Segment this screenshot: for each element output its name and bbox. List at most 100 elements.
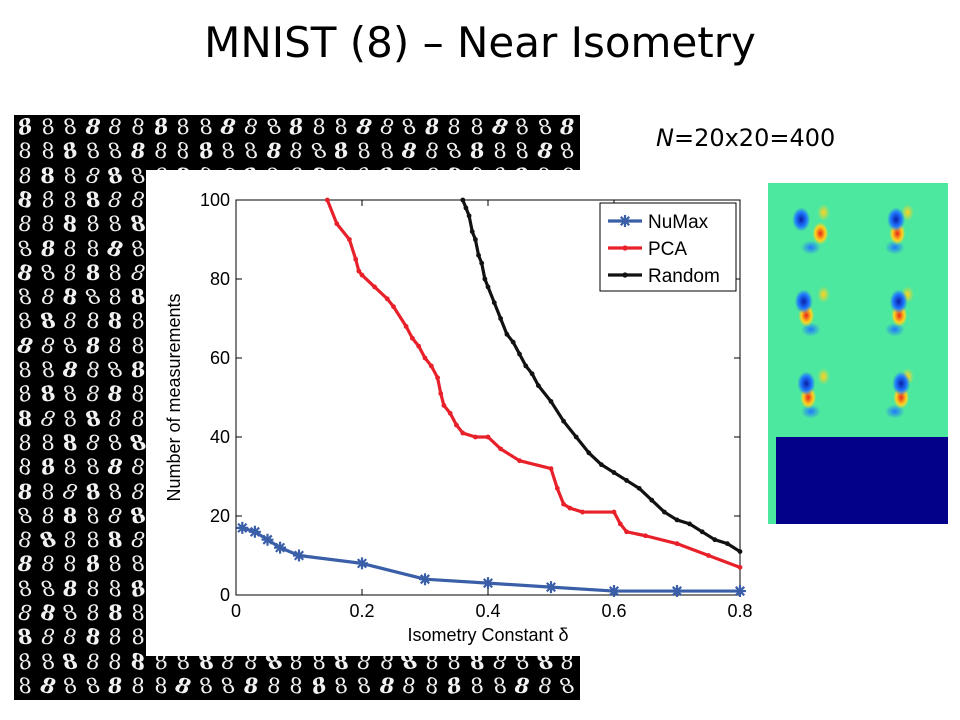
- data-point-pca: [706, 553, 711, 558]
- data-point-numax: [545, 581, 557, 594]
- mnist-digit: 8: [83, 622, 102, 652]
- mnist-digit: 8: [16, 185, 35, 214]
- data-point-numax: [274, 541, 287, 554]
- mnist-digit: 8: [40, 503, 55, 529]
- data-point-random: [517, 351, 522, 357]
- data-point-pca: [428, 363, 434, 369]
- data-point-pca: [422, 355, 428, 361]
- data-point-numax: [671, 585, 683, 598]
- mnist-digit: 8: [106, 115, 125, 140]
- data-point-random: [491, 300, 497, 306]
- data-point-random: [725, 541, 730, 547]
- data-point-pca: [359, 272, 365, 278]
- data-point-pca: [416, 343, 422, 349]
- data-point-numax: [293, 549, 305, 562]
- mnist-digit: 8: [289, 672, 304, 700]
- mnist-digit: 8: [17, 138, 33, 164]
- mnist-digit: 8: [85, 549, 101, 579]
- data-point-random: [498, 316, 503, 321]
- mnist-digit: 8: [446, 671, 463, 700]
- data-point-pca: [498, 446, 503, 452]
- data-point-random: [624, 478, 629, 483]
- mnist-digit: 8: [424, 672, 440, 700]
- data-point-pca: [567, 505, 573, 511]
- x-tick-label: 0: [231, 601, 241, 621]
- mnist-digit: 8: [61, 309, 79, 334]
- mnist-digit: 8: [312, 115, 326, 140]
- data-point-pca: [356, 268, 362, 274]
- data-point-random: [699, 529, 705, 535]
- mnist-digit: 8: [59, 356, 81, 383]
- legend-label-numax: NuMax: [648, 212, 709, 233]
- mnist-digit: 8: [39, 211, 56, 238]
- y-tick-label: 0: [220, 585, 230, 605]
- mnist-digit: 8: [514, 138, 531, 165]
- mnist-digit: 8: [16, 211, 34, 237]
- dimension-label-n: N: [656, 124, 674, 152]
- data-point-random: [482, 276, 488, 282]
- data-point-pca: [517, 458, 522, 464]
- data-point-pca: [435, 375, 440, 381]
- data-point-pca: [391, 304, 396, 310]
- y-tick-label: 100: [200, 190, 230, 210]
- data-point-random: [649, 497, 655, 503]
- data-point-numax: [248, 525, 261, 538]
- mnist-digit: 8: [62, 454, 79, 480]
- mnist-digit: 8: [40, 162, 55, 188]
- mnist-digit: 8: [310, 670, 328, 700]
- heatmap-tile: [866, 359, 930, 429]
- heatmap-tile: [782, 359, 846, 429]
- mnist-digit: 8: [108, 600, 123, 625]
- mnist-digit: 8: [61, 624, 80, 651]
- mnist-digit: 8: [107, 648, 124, 675]
- data-point-pca: [617, 521, 623, 527]
- mnist-digit: 8: [558, 115, 577, 140]
- slide-title: MNIST (8) – Near Isometry: [204, 18, 756, 67]
- data-point-pca: [674, 541, 680, 547]
- data-point-random: [586, 450, 592, 456]
- mnist-digit: 8: [107, 306, 124, 336]
- data-point-random: [712, 537, 718, 543]
- mnist-digit: 8: [108, 575, 122, 603]
- mnist-digit: 8: [398, 137, 420, 165]
- data-point-random: [510, 339, 516, 345]
- heatmap-tile: [866, 277, 930, 347]
- mnist-digit: 8: [241, 672, 261, 698]
- mnist-digit: 8: [400, 672, 418, 699]
- data-point-pca: [611, 509, 617, 515]
- data-point-pca: [372, 284, 377, 290]
- data-point-random: [523, 363, 529, 369]
- legend-marker-numax: [619, 215, 631, 227]
- data-point-pca: [410, 335, 415, 341]
- data-point-random: [529, 371, 535, 377]
- data-point-numax: [608, 585, 620, 598]
- mnist-digit: 8: [108, 623, 122, 651]
- measurement-heatmap: [768, 183, 948, 524]
- mnist-digit: 8: [85, 259, 101, 286]
- mnist-digit: 8: [41, 137, 55, 165]
- data-point-random: [674, 517, 680, 523]
- data-point-pca: [643, 533, 648, 539]
- data-point-pca: [485, 434, 491, 440]
- mnist-digit: 8: [469, 673, 485, 699]
- data-point-random: [599, 462, 604, 468]
- data-point-pca: [438, 391, 444, 396]
- heatmap-empty-region: [776, 437, 948, 524]
- mnist-digit: 8: [62, 209, 78, 239]
- x-tick-label: 0.6: [601, 601, 626, 621]
- y-tick-label: 40: [210, 427, 230, 447]
- mnist-digit: 8: [40, 430, 55, 455]
- isometry-chart: 0 0.2 0.4 0.6 0.8 0 20 40 60 80 100 Isometry Consta…: [146, 170, 760, 656]
- data-point-random: [504, 331, 510, 337]
- dimension-label: N=20x20=400: [656, 124, 835, 152]
- data-point-random: [476, 252, 481, 258]
- x-tick-label: 0.8: [727, 601, 752, 621]
- mnist-digit: 8: [39, 551, 57, 577]
- mnist-digit: 8: [108, 333, 123, 358]
- mnist-digit: 8: [39, 235, 57, 261]
- data-point-pca: [561, 501, 566, 507]
- data-point-pca: [454, 422, 459, 428]
- mnist-digit: 8: [16, 478, 34, 504]
- mnist-digit: 8: [128, 138, 148, 164]
- data-point-random: [460, 197, 466, 203]
